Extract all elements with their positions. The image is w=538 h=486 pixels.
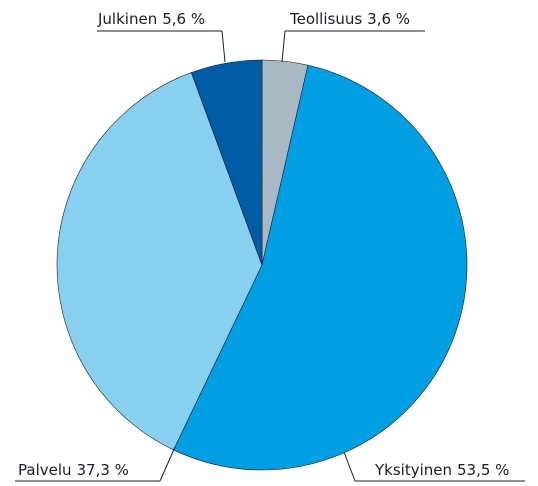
leader-line [159, 446, 176, 482]
slice-label: Palvelu 37,3 % [18, 461, 129, 479]
slice-label: Teollisuus 3,6 % [289, 10, 410, 28]
pie-slice [190, 59, 263, 266]
value-label: 53,5 % [457, 461, 509, 479]
leader-line [343, 451, 356, 482]
value-label: 3,6 % [367, 10, 410, 28]
slice-label: Yksityinen 53,5 % [374, 461, 509, 479]
value-label: 5,6 % [162, 10, 205, 28]
leader-line [281, 30, 286, 63]
category-label: Palvelu [18, 461, 72, 479]
category-label: Yksityinen [374, 461, 452, 479]
slice-label: Julkinen 5,6 % [97, 10, 205, 28]
category-label: Teollisuus [289, 10, 362, 28]
pie-slice [173, 64, 468, 471]
value-label: 37,3 % [77, 461, 129, 479]
pie-slice [56, 72, 263, 451]
leader-line [221, 30, 226, 63]
category-label: Julkinen [97, 10, 157, 28]
